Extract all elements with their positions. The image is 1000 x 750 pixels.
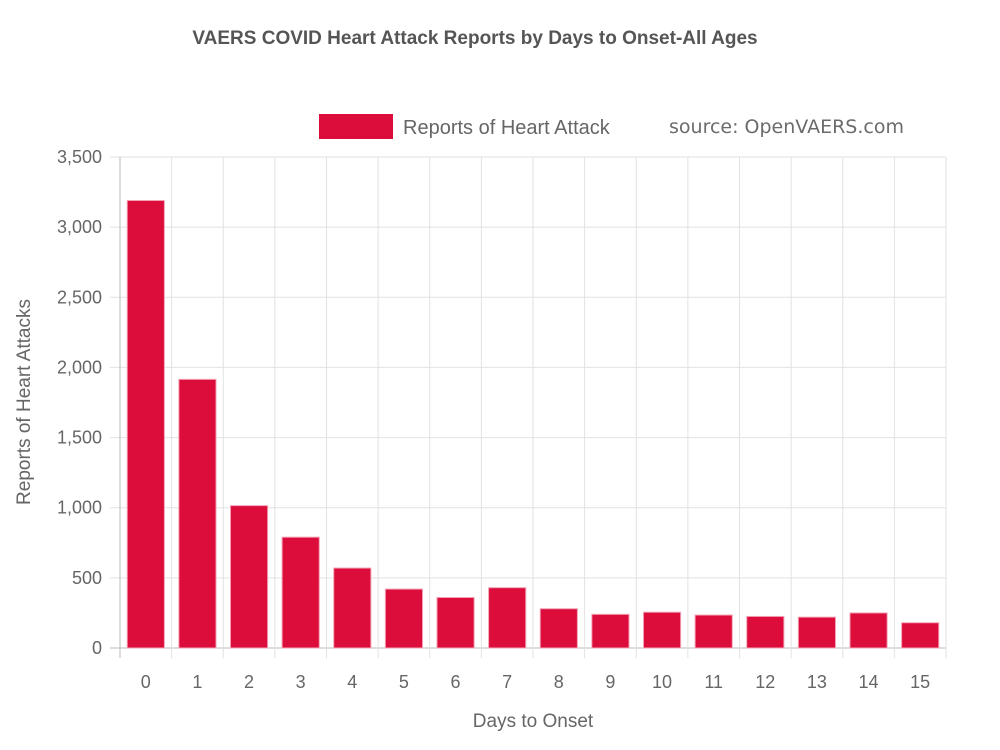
y-tick-label: 500 [72, 568, 102, 588]
bar-day-14[interactable]: 14: 250 [849, 612, 888, 649]
x-tick-label: 13 [807, 672, 827, 692]
x-tick-label: 2 [244, 672, 254, 692]
bar-day-1[interactable]: 1: 1915 [178, 378, 217, 649]
chart-title: VAERS COVID Heart Attack Reports by Days… [192, 28, 758, 49]
legend-swatch[interactable] [319, 114, 393, 139]
x-tick-label: 1 [192, 672, 202, 692]
bar-day-3[interactable]: 3: 790 [281, 536, 320, 649]
y-tick-label: 1,000 [57, 498, 102, 518]
grid-lines [110, 156, 947, 658]
bar-day-0[interactable]: 0: 3190 [126, 199, 165, 649]
source-annotation: source: OpenVAERS.com [669, 116, 904, 138]
y-tick-label: 0 [92, 638, 102, 658]
x-tick-label: 0 [141, 672, 151, 692]
x-tick-label: 15 [910, 672, 930, 692]
bar-day-9[interactable]: 9: 240 [591, 613, 630, 649]
x-axis-label: Days to Onset [473, 711, 594, 732]
bar-day-10[interactable]: 10: 255 [642, 611, 682, 649]
bar-day-4[interactable]: 4: 570 [333, 567, 372, 649]
bar-day-15[interactable]: 15: 180 [901, 622, 940, 649]
bar-day-2[interactable]: 2: 1015 [229, 505, 269, 649]
x-tick-label: 4 [347, 672, 357, 692]
legend[interactable]: Reports of Heart Attack [319, 114, 611, 139]
y-tick-label: 2,500 [57, 287, 102, 307]
y-axis-ticks: 0 500 1,000 1,500 2,000 2,500 3,000 3,500 [57, 147, 102, 658]
x-tick-label: 11 [704, 672, 723, 692]
bar-day-6[interactable]: 6: 360 [436, 596, 475, 649]
bar-day-5[interactable]: 5: 420 [384, 588, 424, 649]
x-tick-label: 3 [296, 672, 306, 692]
x-tick-label: 12 [755, 672, 775, 692]
x-tick-label: 6 [451, 672, 461, 692]
bars-group: 0: 3190 1: 1915 2: 1015 3: 790 4: 570 5: 420 6… [126, 199, 940, 649]
bar-day-13[interactable]: 13: 220 [797, 616, 837, 649]
y-tick-label: 3,000 [57, 217, 102, 237]
y-axis-label: Reports of Heart Attacks [14, 299, 35, 505]
x-tick-label: 14 [859, 672, 879, 692]
x-axis-ticks: 0 1 2 3 4 5 6 7 8 9 10 11 12 13 14 15 [141, 672, 930, 692]
bar-day-12[interactable]: 12: 225 [746, 615, 785, 649]
y-tick-label: 2,000 [57, 357, 102, 377]
bar-day-11[interactable]: 11: 235 [694, 614, 733, 649]
x-tick-label: 9 [605, 672, 615, 692]
x-tick-label: 8 [554, 672, 564, 692]
legend-label[interactable]: Reports of Heart Attack [403, 117, 611, 139]
y-tick-label: 1,500 [57, 428, 102, 448]
x-tick-label: 5 [399, 672, 409, 692]
x-tick-label: 10 [652, 672, 672, 692]
y-tick-label: 3,500 [57, 147, 102, 167]
bar-day-7[interactable]: 7: 430 [488, 587, 527, 649]
x-tick-label: 7 [502, 672, 512, 692]
bar-day-8[interactable]: 8: 280 [539, 608, 578, 649]
